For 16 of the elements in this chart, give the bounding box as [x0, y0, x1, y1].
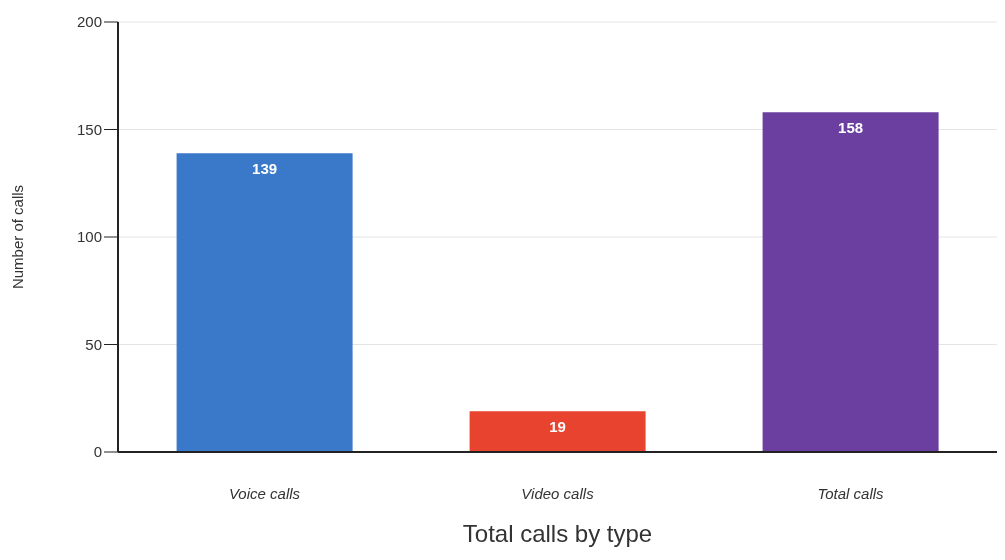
- data-label: 158: [838, 118, 864, 136]
- bar: [176, 153, 353, 452]
- x-tick-label: Voice calls: [228, 484, 301, 502]
- data-label: 19: [549, 417, 566, 435]
- y-tick-label: 0: [93, 443, 102, 461]
- bar: [469, 411, 646, 452]
- y-axis-title: Number of calls: [9, 184, 27, 290]
- y-tick-label: 100: [76, 228, 102, 246]
- y-tick-label: 150: [76, 120, 102, 138]
- x-axis-title: Total calls by type: [462, 520, 653, 547]
- y-tick-label: 200: [76, 13, 102, 31]
- data-label: 139: [252, 159, 278, 177]
- x-tick-label: Video calls: [521, 484, 595, 502]
- y-tick-label: 50: [85, 335, 102, 353]
- x-tick-label: Total calls: [817, 484, 885, 502]
- bar: [762, 112, 939, 452]
